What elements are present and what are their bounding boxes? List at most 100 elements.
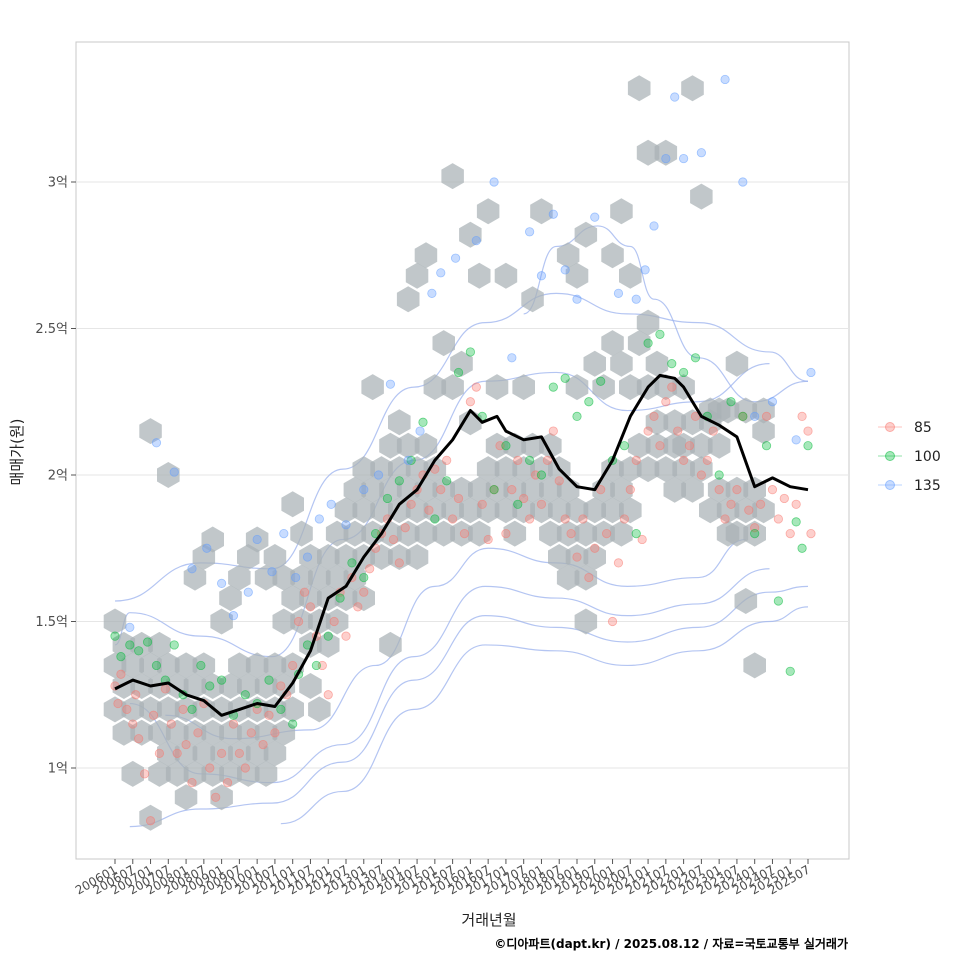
point-85: [684, 441, 695, 451]
point-100: [382, 493, 393, 504]
point-135: [373, 470, 384, 480]
hexbin-cell: [725, 350, 749, 377]
point-100: [205, 681, 215, 691]
hexbin-cell: [103, 608, 127, 635]
hexbin-cell: [396, 286, 420, 313]
point-85: [744, 505, 754, 515]
point-85: [566, 528, 576, 539]
hexbin-cell: [219, 673, 242, 699]
point-100: [264, 675, 274, 685]
point-135: [631, 294, 641, 304]
point-135: [267, 567, 277, 577]
point-85: [178, 704, 188, 715]
hexbin-cell: [148, 719, 171, 746]
hexbin-cell: [130, 631, 153, 658]
hexbin-cell: [308, 696, 331, 723]
hexbin-cell: [619, 374, 642, 401]
hexbin-cell: [352, 497, 375, 524]
hexbin-cell: [734, 497, 758, 524]
point-135: [560, 265, 570, 275]
point-135: [326, 499, 336, 509]
hexbin-cell: [396, 520, 420, 547]
hexbin-cell: [263, 544, 287, 570]
point-85: [619, 514, 629, 524]
hexbin-cell: [139, 652, 162, 679]
hexbin-cell: [174, 652, 198, 679]
point-85: [131, 690, 141, 700]
hexbin-cell: [601, 497, 624, 524]
point-85: [679, 455, 689, 465]
hexbin-cell: [556, 242, 580, 269]
hexbin-cell: [450, 350, 473, 377]
hexbin-cell: [130, 673, 153, 699]
source-caption: ©디아파트(dapt.kr) / 2025.08.12 / 자료=국토교통부 실…: [494, 936, 848, 951]
point-85: [353, 602, 363, 612]
point-85: [128, 719, 138, 729]
hexbin-cell: [690, 183, 713, 210]
point-100: [619, 441, 629, 451]
hexbin-cell: [752, 497, 775, 524]
point-85: [536, 499, 547, 509]
point-135: [738, 177, 748, 187]
point-100: [196, 660, 206, 671]
hexbin-cell: [530, 497, 553, 524]
point-135: [302, 552, 313, 562]
point-135: [450, 253, 461, 263]
point-85: [140, 769, 150, 779]
point-85: [702, 455, 712, 465]
hexbin-cell: [388, 497, 411, 524]
point-85: [791, 499, 801, 509]
scatter-points: [110, 74, 816, 826]
hexbin-cell: [157, 462, 180, 488]
point-85: [341, 631, 351, 641]
point-135: [590, 212, 600, 222]
x-axis: 2006012006072007012007072008012008072009…: [73, 859, 813, 898]
hexbin-cell: [201, 673, 224, 699]
point-135: [403, 455, 413, 465]
point-85: [222, 778, 233, 788]
hexbin-cell: [645, 409, 669, 436]
hexbin-cell: [405, 456, 429, 483]
hexbin-cell: [619, 262, 642, 289]
point-85: [667, 382, 677, 392]
point-100: [667, 359, 677, 369]
point-85: [643, 426, 653, 436]
hexbin-cell: [663, 476, 686, 503]
hexbin-cell: [681, 409, 704, 436]
hexbin-cell: [539, 520, 562, 547]
point-135: [359, 485, 369, 495]
hexbin-cell: [112, 631, 136, 658]
point-85: [323, 690, 333, 700]
point-100: [489, 485, 499, 495]
hexbin-cell: [343, 564, 367, 591]
legend-marker: [885, 480, 895, 490]
point-85: [442, 455, 452, 465]
hexbin-cell: [565, 374, 589, 401]
hexbin-cell: [468, 520, 491, 547]
point-85: [803, 426, 813, 436]
hexbin-cell: [121, 652, 144, 679]
hexbin-cell: [165, 760, 189, 787]
hexbin-cell: [254, 760, 278, 787]
point-135: [649, 221, 659, 231]
hexbin-cell: [574, 520, 598, 547]
point-85: [453, 493, 464, 504]
point-85: [270, 728, 280, 738]
point-135: [670, 92, 680, 102]
hexbin-cell: [556, 520, 580, 547]
point-85: [187, 778, 197, 788]
point-100: [323, 631, 333, 641]
point-135: [252, 534, 262, 545]
hexbin-cell: [245, 652, 269, 679]
point-100: [125, 640, 135, 650]
hexbin-cell: [450, 520, 473, 547]
point-100: [430, 514, 440, 524]
point-85: [477, 499, 487, 509]
point-135: [291, 572, 301, 583]
hexbin-cell: [228, 564, 251, 591]
hexbin-cell: [583, 544, 606, 570]
hexbin-cell: [734, 588, 758, 614]
point-100: [572, 411, 582, 421]
hexbin-cell: [441, 374, 464, 401]
hexbin-cell: [361, 476, 384, 503]
